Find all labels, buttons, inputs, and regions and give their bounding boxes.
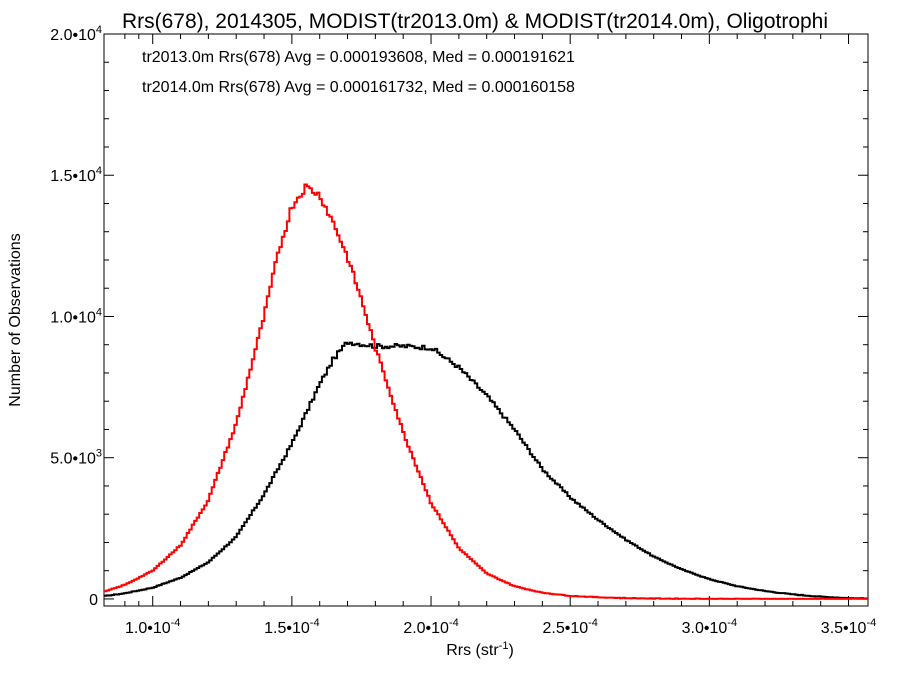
x-axis-label-base: Rrs (str [446,642,499,659]
x-tick-mantissa: 3.0•10 [682,620,728,637]
y-tick-mantissa: 2.0•10 [50,27,96,44]
y-axis-label: Number of Observations [7,233,24,406]
x-tick-label: 3.0•10-4 [682,617,737,637]
x-tick-exponent: -4 [449,617,459,629]
legend-annotation-tr2013: tr2013.0m Rrs(678) Avg = 0.000193608, Me… [142,49,575,66]
series-layer [104,183,868,600]
y-tick-mantissa: 0 [89,592,98,609]
y-tick-label: 2.0•104 [50,24,102,44]
x-tick-mantissa: 3.5•10 [821,620,867,637]
y-tick-exponent: 4 [96,165,102,177]
x-tick-label: 1.0•10-4 [125,617,180,637]
y-tick-mantissa: 1.0•10 [50,309,96,326]
x-axis-label-sup: -1 [499,640,509,652]
x-tick-label: 2.0•10-4 [403,617,458,637]
x-tick-exponent: -4 [310,617,320,629]
x-tick-mantissa: 2.0•10 [403,620,449,637]
y-tick-label: 5.0•103 [50,448,102,468]
axis-ticks [104,33,868,606]
y-tick-mantissa: 5.0•10 [50,451,96,468]
y-tick-exponent: 3 [96,448,102,460]
legend-annotation-tr2014: tr2014.0m Rrs(678) Avg = 0.000161732, Me… [142,79,575,96]
x-tick-labels: 1.0•10-4 1.5•10-4 2.0•10-4 2.5•10-4 3.0•10-4… [125,617,876,637]
y-tick-label: 1.5•104 [50,165,102,185]
y-tick-mantissa: 1.5•10 [50,168,96,185]
x-tick-label: 2.5•10-4 [542,617,597,637]
x-tick-exponent: -4 [727,617,737,629]
chart-title: Rrs(678), 2014305, MODIST(tr2013.0m) & M… [122,10,828,33]
x-tick-label: 3.5•10-4 [821,617,876,637]
y-tick-label: 1.0•104 [50,306,102,326]
x-tick-exponent: -4 [588,617,598,629]
x-tick-label: 1.5•10-4 [264,617,319,637]
x-axis-label: Rrs (str-1) [446,640,514,659]
y-tick-exponent: 4 [96,24,102,36]
x-axis-label-end: ) [508,642,513,659]
x-tick-exponent: -4 [866,617,876,629]
y-tick-exponent: 4 [96,306,102,318]
plot-frame [103,33,869,607]
series-line-tr2013 [104,341,868,600]
x-tick-mantissa: 1.5•10 [264,620,310,637]
x-tick-mantissa: 2.5•10 [542,620,588,637]
series-line-tr2014 [104,183,868,600]
y-tick-label: 0 [89,592,98,609]
x-tick-mantissa: 1.0•10 [125,620,171,637]
x-tick-exponent: -4 [171,617,181,629]
